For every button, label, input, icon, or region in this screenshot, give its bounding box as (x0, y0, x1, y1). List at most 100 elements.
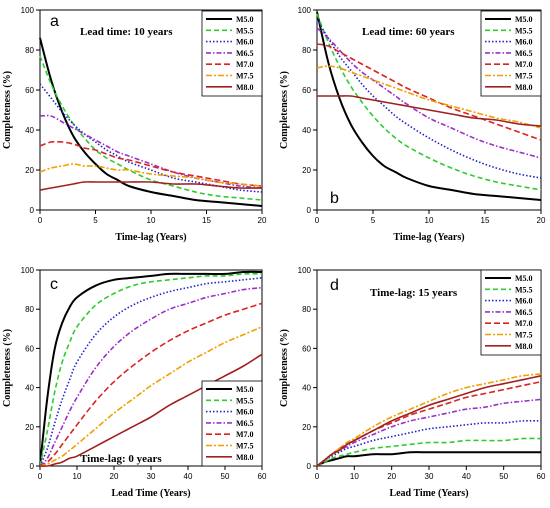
y-tick-label: 80 (302, 305, 311, 314)
series-line-m6-5 (39, 286, 263, 467)
x-axis-label: Time-lag (Years) (115, 232, 186, 243)
legend-label: M6.5 (515, 308, 533, 317)
x-tick-label: 60 (537, 472, 546, 481)
y-tick-label: 80 (25, 46, 34, 55)
legend-label: M5.0 (515, 15, 533, 24)
x-tick-label: 40 (184, 472, 193, 481)
y-tick-label: 0 (30, 462, 35, 471)
series-line-m7-0 (39, 140, 263, 187)
series-line-m5-0 (39, 270, 263, 467)
y-axis-label: Completeness (%) (2, 329, 13, 407)
series-line-m5-5 (39, 55, 263, 201)
series-line-m6-0 (39, 277, 263, 467)
x-tick-label: 60 (258, 472, 267, 481)
legend: M5.0 M5.5 M6.0 M6.5 M7.0 M7.5 M8.0 (480, 269, 542, 356)
series-line-m5-0 (316, 451, 541, 467)
y-tick-label: 40 (302, 126, 311, 135)
y-tick-label: 20 (302, 423, 311, 432)
legend-label: M5.5 (515, 26, 533, 35)
y-tick-label: 60 (25, 344, 34, 353)
y-tick-label: 40 (25, 126, 34, 135)
legend-label: M7.5 (236, 442, 254, 451)
y-tick-label: 100 (21, 6, 35, 15)
y-tick-label: 80 (302, 46, 311, 55)
chart-panel-d: 0 10 20 30 40 50 60 0 20 40 60 80 100 Lead Time (Year… (279, 266, 546, 499)
x-tick-label: 20 (110, 472, 119, 481)
legend-label: M7.5 (515, 331, 533, 340)
series-line-m5-5 (316, 437, 542, 467)
legend: M5.0 M5.5 M6.0 M6.5 M7.0 M7.5 M8.0 (201, 10, 263, 97)
y-axis-label: Completeness (%) (279, 71, 290, 149)
series-line-m5-5 (39, 272, 263, 467)
legend-label: M5.0 (515, 274, 533, 283)
y-tick-label: 0 (30, 206, 35, 215)
chart-panel-b: 0 5 10 15 20 0 20 40 60 80 100 Time-lag (Years) Comp… (279, 6, 546, 243)
series-line-m8-0 (316, 95, 542, 127)
chart-panel-a: 0 5 10 15 20 0 20 40 60 80 100 Time-lag (Years) Comp… (2, 6, 267, 243)
panel-letter: b (330, 190, 339, 207)
x-tick-label: 50 (499, 472, 508, 481)
legend-label: M8.0 (515, 83, 533, 92)
legend-label: M8.0 (236, 83, 254, 92)
series-line-m8-0 (316, 375, 542, 467)
legend-label: M5.5 (236, 396, 254, 405)
x-tick-label: 30 (425, 472, 434, 481)
panel-annotation: Lead time: 60 years (362, 26, 455, 38)
legend-label: M7.0 (236, 430, 254, 439)
legend-label: M8.0 (236, 453, 254, 462)
series-line-m5-0 (39, 37, 263, 207)
x-tick-label: 20 (537, 216, 546, 225)
panel-annotation: Lead time: 10 years (80, 26, 173, 38)
x-tick-label: 40 (462, 472, 471, 481)
y-tick-label: 20 (302, 166, 311, 175)
series-line-m5-0 (316, 11, 542, 201)
x-tick-label: 10 (147, 216, 156, 225)
x-tick-label: 10 (425, 216, 434, 225)
x-tick-label: 20 (387, 472, 396, 481)
y-axis-label: Completeness (%) (2, 71, 13, 149)
x-tick-label: 15 (202, 216, 211, 225)
legend-label: M5.0 (236, 15, 254, 24)
panel-letter: a (50, 13, 59, 30)
x-tick-label: 50 (221, 472, 230, 481)
x-tick-label: 10 (73, 472, 82, 481)
legend-label: M6.0 (236, 38, 254, 47)
y-tick-label: 60 (302, 344, 311, 353)
legend-label: M6.0 (515, 297, 533, 306)
series-line-m5-5 (316, 13, 542, 191)
x-tick-label: 0 (315, 216, 320, 225)
series-line-m7-5 (39, 326, 263, 467)
legend-label: M6.5 (515, 49, 533, 58)
x-tick-label: 10 (350, 472, 359, 481)
panel-letter: d (330, 277, 339, 294)
y-axis-label: Completeness (%) (279, 329, 290, 407)
x-tick-label: 30 (147, 472, 156, 481)
legend-label: M6.0 (236, 408, 254, 417)
x-tick-label: 0 (38, 216, 43, 225)
y-tick-label: 100 (298, 6, 312, 15)
legend-label: M7.5 (236, 72, 254, 81)
y-tick-label: 60 (25, 86, 34, 95)
chart-panel-c: 0 10 20 30 40 50 60 0 20 40 60 80 100 Lead Time (Year… (2, 266, 267, 499)
y-tick-label: 20 (25, 166, 34, 175)
legend-label: M8.0 (515, 342, 533, 351)
panel-letter: c (50, 276, 58, 293)
series-line-m7-0 (316, 380, 542, 467)
y-tick-label: 0 (307, 206, 312, 215)
legend-label: M7.0 (236, 60, 254, 69)
series-line-m6-0 (316, 19, 542, 179)
series-line-m6-0 (316, 419, 542, 467)
x-axis-label: Time-lag (Years) (393, 232, 464, 243)
legend-label: M7.5 (515, 72, 533, 81)
series-line-m6-5 (39, 114, 263, 189)
legend-label: M6.5 (236, 419, 254, 428)
series-line-m7-0 (316, 43, 542, 141)
x-axis-label: Lead Time (Years) (111, 488, 190, 499)
legend-label: M7.0 (515, 60, 533, 69)
x-tick-label: 15 (481, 216, 490, 225)
legend-label: M5.5 (236, 26, 254, 35)
x-tick-label: 0 (38, 472, 43, 481)
legend-label: M5.0 (236, 385, 254, 394)
y-tick-label: 60 (302, 86, 311, 95)
